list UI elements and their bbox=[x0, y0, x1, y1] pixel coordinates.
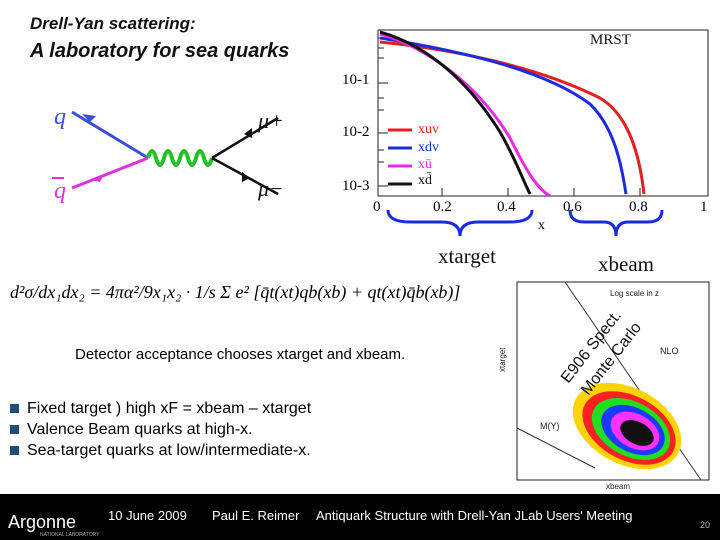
slide-title-line2: A laboratory for sea quarks bbox=[30, 40, 290, 62]
bullet-text: Valence Beam quarks at high-x. bbox=[27, 421, 253, 438]
x-range-braces bbox=[386, 209, 664, 237]
footer-author: Paul E. Reimer bbox=[212, 508, 300, 523]
beam-brace bbox=[568, 209, 664, 237]
slide-title-line1: Drell-Yan scattering: bbox=[30, 14, 196, 33]
argonne-logo: Argonne bbox=[8, 512, 77, 532]
legend-xdbar: xd̄ bbox=[418, 173, 432, 188]
footer-date: 10 June 2009 bbox=[108, 508, 187, 523]
acceptance-plot bbox=[516, 281, 710, 481]
mrst-pdf-plot bbox=[377, 29, 709, 198]
x-tick-2: 0.4 bbox=[497, 199, 516, 215]
mrst-x-ticks bbox=[441, 188, 641, 196]
bullet-marker bbox=[10, 425, 19, 434]
log-scale-label: Log scale in z bbox=[610, 289, 659, 298]
quark-arrow-top bbox=[82, 114, 96, 122]
mrst-y-minor-ticks bbox=[378, 37, 388, 187]
mrst-label: MRST bbox=[590, 32, 631, 48]
muon-plus-line bbox=[211, 116, 279, 160]
antiquark-arrow bbox=[92, 174, 104, 182]
photon-line bbox=[146, 149, 214, 167]
curve-xdv bbox=[379, 36, 628, 195]
footer-bar bbox=[0, 494, 720, 540]
x-tick-4: 0.8 bbox=[629, 199, 648, 215]
x-tick-0: 0 bbox=[373, 199, 381, 215]
bullet-text: Fixed target ) high xF = xbeam – xtarget bbox=[27, 400, 312, 417]
muon-plus-arrow bbox=[244, 128, 252, 138]
bullet-marker bbox=[10, 446, 19, 455]
bullet-text: Sea-target quarks at low/intermediate-x. bbox=[27, 442, 311, 459]
legend-xubar: xū bbox=[418, 157, 432, 172]
curve-xdbar bbox=[379, 30, 532, 195]
xbeam-label: xbeam bbox=[598, 252, 654, 276]
legend-xuv: xuv bbox=[418, 122, 439, 137]
detector-acceptance-text: Detector acceptance chooses xtarget and … bbox=[75, 346, 406, 363]
y-tick-2: 10-2 bbox=[342, 124, 370, 140]
acceptance-x-label: xbeam bbox=[606, 482, 631, 491]
quark-line-top bbox=[71, 110, 149, 160]
antiquark-line bbox=[71, 156, 149, 190]
argonne-logo-sub: NATIONAL LABORATORY bbox=[40, 532, 100, 538]
target-brace bbox=[386, 209, 534, 237]
mrst-x-axis-label: x bbox=[538, 218, 545, 233]
footer-talk: Antiquark Structure with Drell-Yan JLab … bbox=[316, 508, 633, 523]
xtarget-label: xtarget bbox=[438, 244, 496, 268]
acceptance-annotation-right: NLO bbox=[660, 346, 679, 356]
muon-minus-arrow bbox=[242, 172, 250, 182]
feynman-diagram bbox=[71, 110, 279, 196]
bullet-item: Sea-target quarks at low/intermediate-x. bbox=[10, 442, 311, 460]
bullet-item: Valence Beam quarks at high-x. bbox=[10, 421, 311, 439]
antiquark-bar bbox=[52, 177, 64, 179]
x-tick-5: 1 bbox=[700, 199, 708, 215]
bullet-list: Fixed target ) high xF = xbeam – xtarget… bbox=[10, 400, 311, 463]
contour-black bbox=[620, 420, 654, 446]
bullet-item: Fixed target ) high xF = xbeam – xtarget bbox=[10, 400, 311, 418]
cross-section-formula: d²σ/dx₁dx₂ = 4πα²/9x₁x₂ · 1/s Σ e² [q̄t(… bbox=[10, 282, 461, 302]
muon-plus-label: μ+ bbox=[258, 108, 284, 133]
bullet-marker bbox=[10, 404, 19, 413]
acceptance-annotation-left: M(Υ) bbox=[540, 421, 560, 431]
x-tick-1: 0.2 bbox=[433, 199, 452, 215]
slide-number: 20 bbox=[700, 520, 711, 530]
acceptance-curve bbox=[516, 427, 596, 469]
antiquark-label: q bbox=[54, 178, 66, 204]
y-tick-1: 10-1 bbox=[342, 72, 370, 88]
y-tick-3: 10-3 bbox=[342, 178, 370, 194]
acceptance-y-label: xtarget bbox=[498, 347, 507, 372]
x-tick-3: 0.6 bbox=[563, 199, 582, 215]
quark-label: q bbox=[54, 104, 66, 130]
legend-xdv: xdv bbox=[418, 140, 439, 155]
muon-minus-label: μ− bbox=[258, 176, 284, 201]
